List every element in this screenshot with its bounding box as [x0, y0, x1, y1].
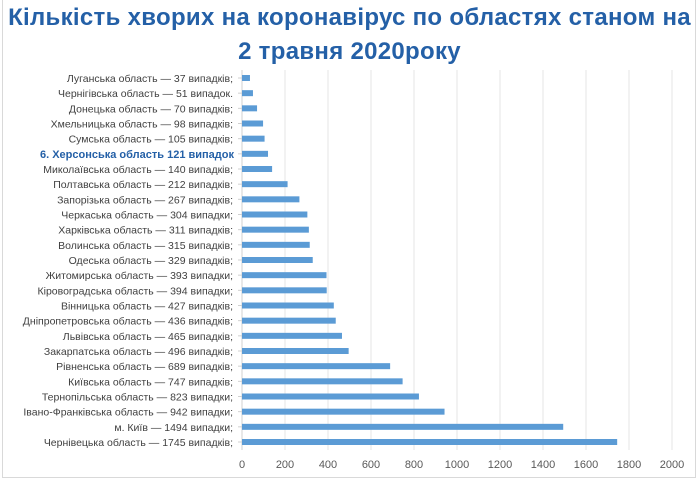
- x-tick-label: 600: [362, 459, 380, 471]
- category-label: Волинська область — 315 випадків;: [58, 240, 233, 252]
- category-label: Чернігівська область — 51 випадок.: [58, 88, 233, 100]
- bar: [242, 439, 618, 445]
- bar: [242, 75, 250, 81]
- x-tick-label: 1400: [531, 459, 555, 471]
- bar: [242, 120, 264, 127]
- x-tick-label: 2000: [660, 459, 684, 471]
- bar: [242, 90, 253, 97]
- bar: [242, 105, 258, 112]
- category-label: Чернівецька область — 1745 випадків;: [44, 437, 233, 449]
- bar: [242, 287, 327, 294]
- category-label: Черкаська область — 304 випадки;: [61, 210, 233, 222]
- category-label: Рівненська область — 689 випадків;: [56, 361, 233, 373]
- bar: [242, 257, 313, 263]
- bar: [242, 317, 336, 324]
- category-label: Хмельницька область — 98 випадків;: [51, 119, 233, 131]
- category-label: Кіровоградська область — 394 випадки;: [38, 285, 234, 297]
- x-tick-label: 400: [319, 459, 337, 471]
- category-label: Харківська область — 311 випадків;: [58, 225, 233, 237]
- category-label: Вінницька область — 427 випадків;: [61, 301, 233, 313]
- bar: [242, 302, 334, 309]
- bar: [242, 393, 419, 400]
- x-tick-label: 200: [276, 459, 294, 471]
- category-label: Закарпатська область — 496 випадків;: [44, 346, 233, 358]
- category-label: Донецька область — 70 випадків;: [69, 103, 233, 115]
- bar: [242, 196, 300, 203]
- bar: [242, 166, 273, 172]
- category-label: Запорізька область — 267 випадків;: [57, 194, 233, 206]
- x-tick-label: 1800: [617, 459, 641, 471]
- bar: [242, 272, 327, 279]
- category-label: Житомирська область — 393 випадки;: [46, 270, 233, 282]
- x-tick-label: 1200: [488, 459, 512, 471]
- bar: [242, 150, 269, 157]
- category-label: Полтавська область — 212 випадків;: [53, 179, 233, 191]
- bar: [242, 408, 445, 415]
- chart-title-line-2: 2 травня 2020року: [238, 38, 461, 65]
- category-label: Одеська область — 329 випадків;: [69, 255, 233, 267]
- category-label: Тернопільська область — 823 випадки;: [42, 392, 233, 404]
- bar: [242, 211, 308, 218]
- bar: [242, 135, 265, 142]
- x-tick-label: 1600: [574, 459, 598, 471]
- category-label: Київська область — 747 випадків;: [68, 376, 233, 388]
- category-label: м. Київ — 1494 випадки;: [114, 422, 233, 434]
- bar: [242, 181, 288, 188]
- bar: [242, 348, 349, 354]
- bar: [242, 332, 342, 339]
- bar: [242, 226, 309, 233]
- x-tick-label: 0: [239, 459, 245, 471]
- x-tick-label: 1000: [445, 459, 469, 471]
- bar: [242, 363, 391, 370]
- category-label: Львівська область — 465 випадків;: [63, 331, 233, 343]
- category-label: 6. Херсонська область 121 випадок: [40, 149, 235, 161]
- bar: [242, 378, 403, 385]
- category-label: Івано-Франківська область — 942 випадки;: [23, 407, 233, 419]
- category-label: Миколаївська область — 140 випадків;: [43, 164, 233, 176]
- x-tick-label: 800: [405, 459, 423, 471]
- chart-title-line-1: Кількість хворих на коронавірус по облас…: [8, 4, 691, 31]
- bar: [242, 423, 564, 430]
- category-label: Сумська область — 105 випадків;: [69, 134, 233, 146]
- category-label: Дніпропетровська область — 436 випадків;: [23, 316, 233, 328]
- category-label: Луганська область — 37 випадків;: [67, 73, 233, 85]
- bar: [242, 241, 310, 248]
